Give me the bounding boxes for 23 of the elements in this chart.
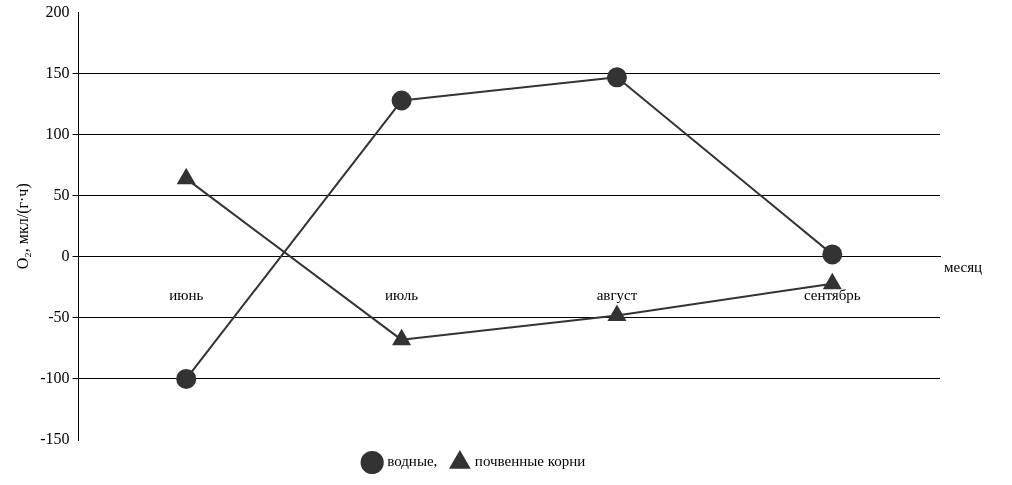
point xyxy=(177,168,196,185)
x-tick-label: июль xyxy=(384,286,419,303)
y-axis-title: O₂, мкл/(г·ч) xyxy=(13,183,32,270)
point xyxy=(823,273,842,290)
y-tick-label: 100 xyxy=(45,124,70,142)
legend-label: почвенные корни xyxy=(474,453,586,470)
point xyxy=(391,90,412,111)
y-tick-label: 50 xyxy=(53,185,70,203)
point xyxy=(606,67,627,88)
point xyxy=(608,305,626,321)
y-tick-label: -100 xyxy=(40,369,70,387)
y-tick-label: -50 xyxy=(48,308,70,326)
x-tick-label: август xyxy=(596,286,638,303)
y-tick-label: 150 xyxy=(45,63,70,81)
y-tick-label: -150 xyxy=(40,430,70,448)
y-tick-label: 200 xyxy=(45,2,70,20)
point xyxy=(392,329,411,346)
y-tick-label: 0 xyxy=(61,247,70,265)
legend-label: водные, xyxy=(387,453,438,470)
point xyxy=(822,244,843,265)
x-tick-label: сентябрь xyxy=(803,286,861,303)
x-tick-label: июнь xyxy=(169,286,204,303)
x-axis-title: месяц xyxy=(944,259,983,276)
